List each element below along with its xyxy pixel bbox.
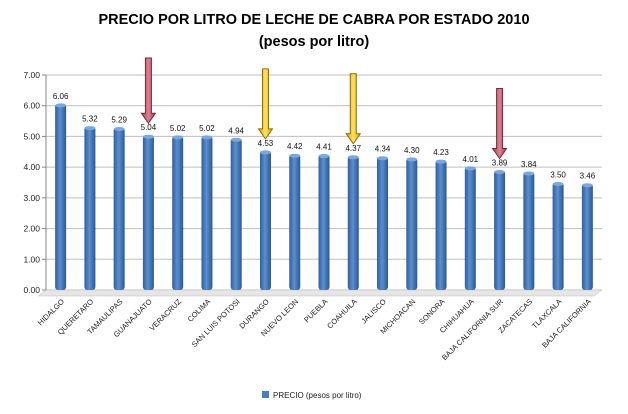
annotation-arrow — [140, 57, 157, 125]
bar — [552, 182, 564, 290]
data-label: 4.42 — [287, 142, 303, 151]
annotation-arrow — [257, 68, 274, 140]
data-label: 4.94 — [228, 126, 244, 135]
x-tick-label: VERACRUZ — [148, 297, 184, 333]
x-tick-label: COAHUILA — [325, 297, 358, 330]
bar — [435, 160, 447, 290]
bar — [464, 166, 476, 290]
bar-top — [289, 153, 301, 158]
legend-label: PRECIO (pesos por litro) — [273, 391, 362, 400]
x-tick-label: JALISCO — [359, 297, 388, 326]
annotation-arrows — [140, 57, 508, 160]
bar-top — [523, 171, 535, 176]
bar — [55, 103, 67, 290]
bar — [318, 154, 330, 290]
data-label: 5.02 — [199, 124, 215, 133]
data-label: 5.04 — [141, 123, 157, 132]
x-tick-label: PUEBLA — [302, 297, 329, 324]
legend: PRECIO (pesos por litro) — [262, 391, 362, 400]
y-tick-label: 1.00 — [23, 254, 40, 264]
bars — [55, 103, 593, 291]
bar-top — [259, 150, 271, 155]
y-tick-label: 5.00 — [23, 131, 40, 141]
bar — [113, 127, 125, 291]
y-tick-label: 2.00 — [23, 224, 40, 234]
data-label: 5.32 — [82, 115, 98, 124]
x-axis-labels: HIDALGOQUERETAROTAMAULIPASGUANAJUATOVERA… — [36, 297, 593, 362]
x-tick-label: BAJA CALIFORNIA SUR — [440, 297, 505, 362]
bar-top — [581, 183, 593, 188]
bar-top — [142, 134, 154, 139]
bar — [347, 155, 359, 290]
data-label: 4.23 — [433, 148, 449, 157]
bar-top — [552, 182, 564, 186]
x-tick-label: SONORA — [417, 297, 446, 326]
chart-floor — [37, 289, 603, 297]
bar-top — [201, 135, 213, 140]
chart-subtitle: (pesos por litro) — [259, 34, 370, 50]
bar — [84, 126, 96, 290]
bar-top — [406, 157, 418, 162]
bar — [172, 135, 184, 290]
annotation-arrow — [345, 73, 362, 145]
bar-top — [230, 137, 242, 142]
data-label: 6.06 — [53, 92, 69, 101]
bar — [377, 156, 389, 290]
bar-top — [464, 166, 476, 171]
chart-title: PRECIO POR LITRO DE LECHE DE CABRA POR E… — [98, 12, 529, 28]
bar-top — [113, 127, 125, 132]
bar — [523, 172, 535, 290]
data-label: 5.29 — [111, 116, 127, 125]
bar — [289, 154, 301, 290]
data-label: 3.50 — [550, 171, 566, 180]
bar — [581, 183, 593, 290]
bar — [406, 157, 418, 290]
y-axis: 0.00 1.00 2.00 3.00 4.00 5.00 6.00 7.00 — [23, 70, 603, 297]
bar-top — [435, 159, 447, 164]
bar-top — [84, 126, 96, 131]
data-label: 3.84 — [521, 160, 537, 169]
data-label: 4.34 — [375, 145, 391, 154]
annotation-arrow — [491, 88, 508, 160]
bar-top — [55, 103, 67, 108]
data-label: 4.37 — [345, 144, 361, 153]
bar — [142, 135, 154, 290]
data-label: 4.30 — [404, 146, 420, 155]
data-label: 3.89 — [492, 159, 508, 168]
y-tick-label: 4.00 — [23, 162, 40, 172]
y-tick-label: 0.00 — [23, 285, 40, 295]
data-label: 4.01 — [463, 155, 479, 164]
y-tick-label: 6.00 — [23, 101, 40, 111]
bar-top — [172, 135, 184, 140]
data-label: 5.02 — [170, 124, 186, 133]
x-tick-label: HIDALGO — [36, 297, 66, 327]
data-label: 4.53 — [258, 139, 274, 148]
data-labels: 6.06 5.32 5.29 5.04 5.02 5.02 4.94 4.53 4.42 4.41… — [53, 92, 596, 181]
x-tick-label: COLIMA — [186, 297, 213, 324]
bar-top — [494, 170, 506, 175]
bar — [494, 170, 506, 290]
bar-top — [377, 156, 389, 161]
bar — [201, 135, 213, 290]
bar-top — [347, 155, 359, 160]
data-label: 4.41 — [316, 143, 332, 152]
bar — [230, 138, 242, 290]
y-tick-label: 7.00 — [23, 70, 40, 80]
y-tick-label: 3.00 — [23, 193, 40, 203]
legend-swatch — [262, 391, 269, 398]
bar-top — [318, 154, 330, 159]
bar — [259, 150, 271, 290]
data-label: 3.46 — [580, 172, 596, 181]
